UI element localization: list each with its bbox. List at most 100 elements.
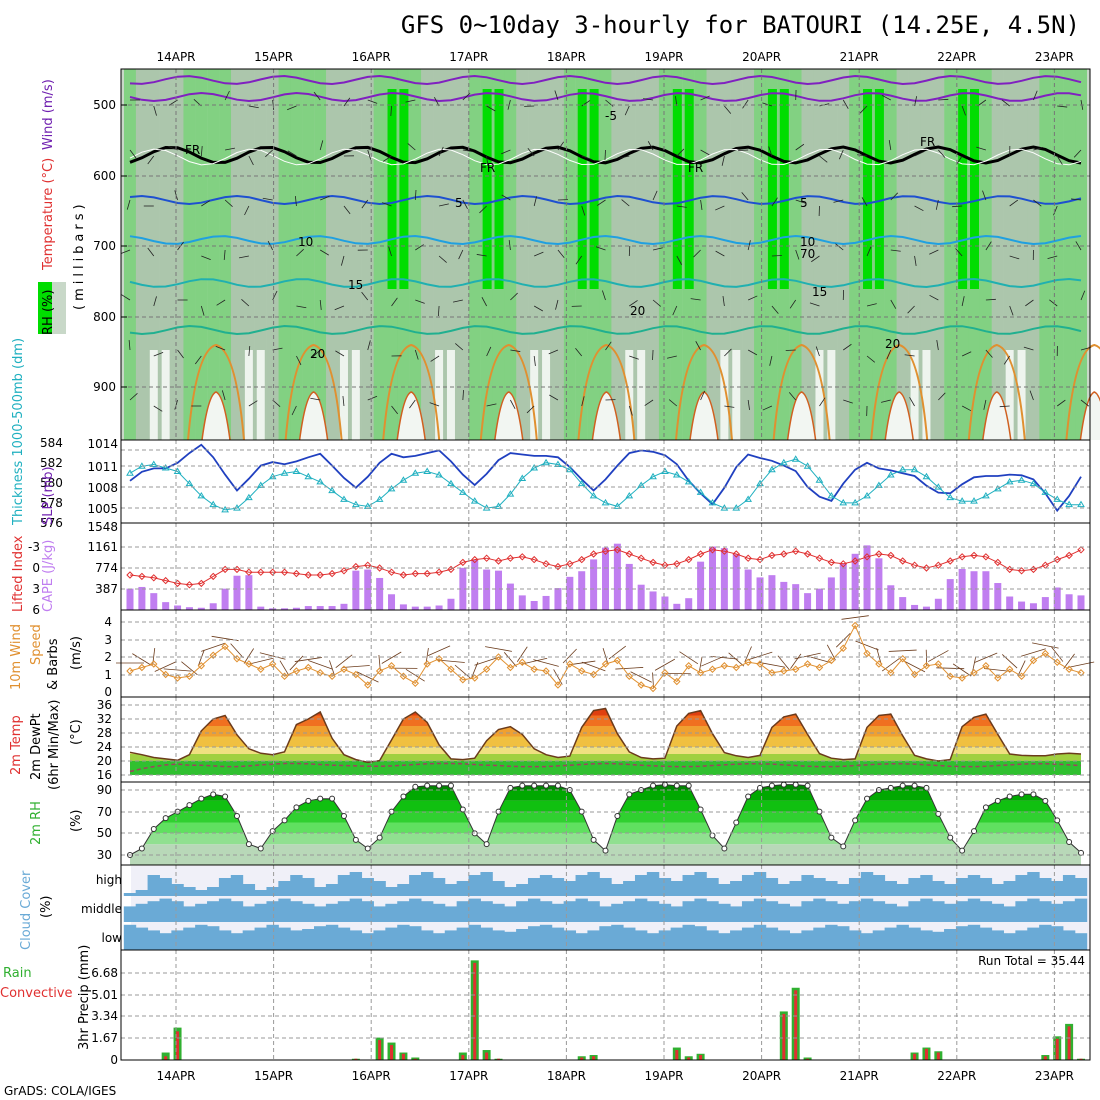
upper-air-panel: 500 600 700 800 900 -5 FR FR FR FR 5 5 10 10 15 15 20 20… xyxy=(93,68,1100,441)
cloud-bar xyxy=(1062,901,1076,922)
rh-marker xyxy=(780,781,787,788)
cape-bar xyxy=(328,606,336,610)
rh-column xyxy=(647,69,660,440)
cape-bar xyxy=(174,605,182,610)
thickness-marker xyxy=(316,477,325,485)
cloud-bar xyxy=(634,875,648,896)
cloud-bar xyxy=(337,927,351,950)
cloud-bar xyxy=(432,903,446,922)
chart-title: GFS 0~10day 3-hourly for BATOURI (14.25E… xyxy=(401,11,1080,39)
thickness-marker xyxy=(898,465,907,473)
thickness-marker xyxy=(768,465,776,473)
rh-column xyxy=(183,69,196,440)
wind-barb xyxy=(629,300,638,307)
wind-marker xyxy=(768,669,776,677)
slp-tick-label: 1011 xyxy=(87,460,118,474)
rh-column xyxy=(349,69,362,440)
cape-bar xyxy=(637,584,645,610)
temp-tick-label: 24 xyxy=(97,740,112,754)
contour-label: 20 xyxy=(630,304,645,318)
wind-barb xyxy=(886,349,892,360)
rh-dry-column xyxy=(244,350,253,440)
rh-dry-column xyxy=(446,350,455,440)
rh-column xyxy=(896,69,909,440)
li-marker xyxy=(744,554,752,562)
wind-barb xyxy=(795,143,805,151)
li-marker xyxy=(649,558,657,567)
cape-bar xyxy=(150,593,158,610)
cape-bar xyxy=(970,571,978,610)
thickness-marker xyxy=(1029,479,1038,487)
wind-barb xyxy=(382,155,392,162)
temp-band xyxy=(130,754,1081,761)
wind-marker xyxy=(257,665,265,673)
cloud-bar xyxy=(444,906,458,922)
rh-column xyxy=(1003,69,1016,440)
rh-dry-column xyxy=(910,350,919,440)
wind-barb xyxy=(319,299,322,310)
cloud-bar xyxy=(159,898,172,922)
rh-marker xyxy=(935,810,942,817)
cape-bar xyxy=(197,607,205,610)
cloud-bar xyxy=(825,881,838,896)
wind-barb xyxy=(508,240,511,251)
wind-barb xyxy=(329,660,336,677)
li-marker xyxy=(399,571,408,579)
wind-barb xyxy=(549,394,559,401)
pressure-tick-label: 600 xyxy=(93,169,116,183)
wind-marker xyxy=(661,669,669,677)
cloud-bar xyxy=(171,930,184,950)
wind-barb xyxy=(575,347,583,357)
wind-barb xyxy=(153,405,163,412)
cloud-bar xyxy=(920,898,933,922)
cloud-bar xyxy=(837,903,850,922)
wind-barb xyxy=(835,243,844,251)
wind-barb xyxy=(744,646,752,663)
wind-barb xyxy=(676,205,687,208)
wind-barb xyxy=(938,149,946,158)
cloud-cover-panel: high middle low xyxy=(81,864,1091,951)
cloud-bar xyxy=(801,901,814,922)
cape-tick-label: 774 xyxy=(95,561,118,575)
cloud-bar xyxy=(278,898,291,922)
thickness-marker xyxy=(470,497,479,504)
cloud-bar xyxy=(575,933,588,950)
cloud-bar xyxy=(896,924,909,950)
contour-label: 15 xyxy=(812,285,827,299)
rh-marker xyxy=(804,782,811,789)
boundary-contour xyxy=(772,343,831,441)
wind-barb xyxy=(201,255,211,260)
wind-barb xyxy=(533,659,559,667)
wind-barb xyxy=(414,189,417,201)
rh-column xyxy=(337,69,350,440)
li-marker xyxy=(268,568,277,576)
cloud-bar xyxy=(718,933,731,950)
wind-barb xyxy=(163,668,192,672)
cloud-bar xyxy=(789,881,802,896)
cloud-bar xyxy=(373,881,386,896)
contour-label: FR xyxy=(688,161,703,175)
cape-bar xyxy=(316,606,324,610)
thickness-marker xyxy=(696,488,705,495)
precip-conv-bar xyxy=(164,1056,168,1060)
cloud-bar xyxy=(516,901,529,922)
cloud-content xyxy=(123,866,1090,950)
li-marker xyxy=(768,551,776,560)
wind-barb xyxy=(747,349,758,356)
wind-barb xyxy=(838,149,844,160)
li-marker xyxy=(566,560,574,568)
wind-marker xyxy=(340,665,348,673)
rh-moist-column xyxy=(577,89,587,289)
wind-barb xyxy=(201,642,226,652)
rh-marker xyxy=(554,782,561,789)
rh-column xyxy=(373,69,386,440)
cloud-bar xyxy=(1015,901,1028,922)
wind-marker xyxy=(1065,665,1073,673)
rh-column xyxy=(171,69,184,440)
thickness-marker xyxy=(411,469,420,476)
wind-barb xyxy=(414,349,419,360)
wind-barb xyxy=(555,299,559,310)
li-marker xyxy=(530,555,538,564)
wind-barb xyxy=(557,249,565,259)
rh-column xyxy=(456,69,469,440)
